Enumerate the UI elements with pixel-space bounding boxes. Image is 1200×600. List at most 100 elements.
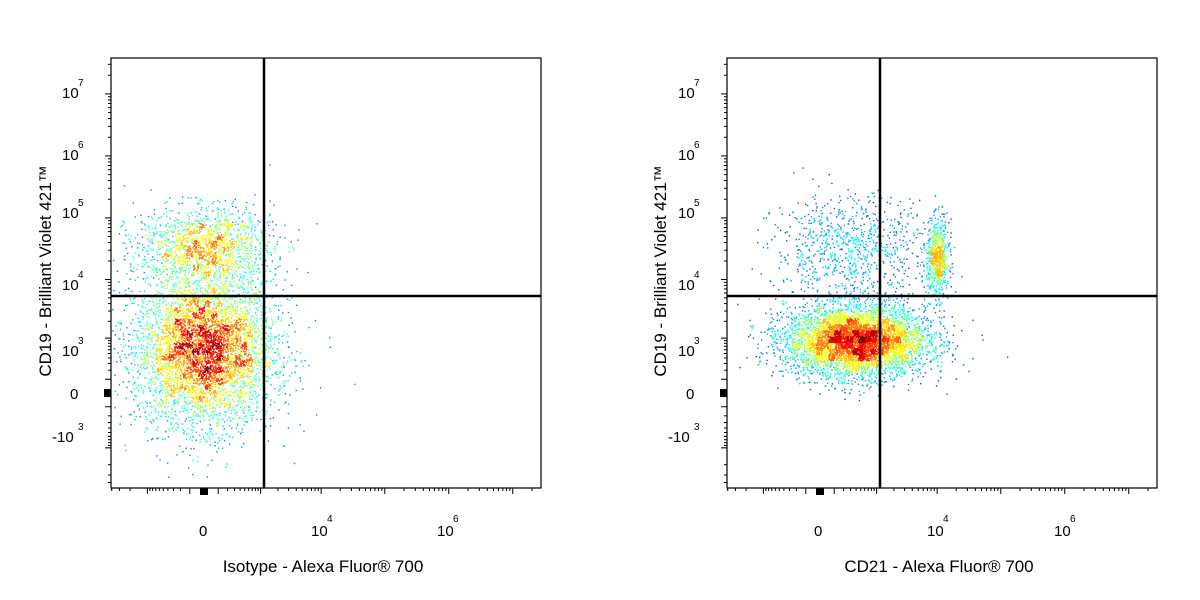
event-dot xyxy=(136,268,138,271)
event-dot xyxy=(183,362,185,364)
event-dot xyxy=(193,380,196,382)
event-dot xyxy=(217,209,220,211)
event-dot xyxy=(244,338,246,341)
event-dot xyxy=(176,334,179,336)
event-dot xyxy=(224,311,226,313)
event-dot xyxy=(206,324,208,326)
event-dot xyxy=(148,328,150,331)
event-dot xyxy=(243,348,245,351)
event-dot xyxy=(152,345,155,347)
event-dot xyxy=(210,309,213,312)
event-dot xyxy=(195,340,198,342)
event-dot xyxy=(237,293,239,296)
event-dot xyxy=(191,385,193,387)
event-dot xyxy=(257,327,260,330)
event-dot xyxy=(156,274,158,277)
event-dot xyxy=(265,280,267,283)
event-dot xyxy=(157,403,159,405)
event-dot xyxy=(253,298,256,300)
event-dot xyxy=(260,242,262,244)
event-dot xyxy=(220,215,223,217)
event-dot xyxy=(236,335,238,337)
event-dot xyxy=(244,250,247,252)
event-dot xyxy=(145,250,147,253)
event-dot xyxy=(229,382,232,385)
event-dot xyxy=(157,414,160,416)
event-dot xyxy=(164,254,167,256)
event-dot xyxy=(146,313,148,315)
event-dot xyxy=(133,395,136,397)
event-dot xyxy=(167,393,169,395)
event-dot xyxy=(249,303,251,305)
event-dot xyxy=(226,292,229,294)
event-dot xyxy=(188,257,190,259)
event-dot xyxy=(282,289,285,291)
event-dot xyxy=(230,353,232,355)
event-dot xyxy=(157,370,159,373)
event-dot xyxy=(230,361,233,363)
event-dot xyxy=(211,325,213,327)
event-dot xyxy=(200,277,203,279)
event-dot xyxy=(235,405,237,407)
event-dot xyxy=(266,380,268,382)
event-dot xyxy=(167,231,170,233)
event-dot xyxy=(246,340,249,342)
event-dot xyxy=(177,256,180,259)
event-dot xyxy=(231,225,233,227)
event-dot xyxy=(250,371,252,374)
event-dot xyxy=(173,396,175,398)
event-dot xyxy=(208,239,210,241)
event-dot xyxy=(188,327,190,329)
event-dot xyxy=(239,298,241,301)
event-dot xyxy=(152,248,154,251)
event-dot xyxy=(126,327,128,329)
event-dot xyxy=(260,231,262,233)
event-dot xyxy=(165,351,167,353)
event-dot xyxy=(229,253,231,255)
event-dot xyxy=(234,323,236,325)
event-dot xyxy=(176,276,178,278)
event-dot xyxy=(255,395,258,397)
event-dot xyxy=(144,306,147,309)
event-dot xyxy=(192,288,194,291)
event-dot xyxy=(162,402,164,405)
event-dot xyxy=(240,286,242,288)
event-dot xyxy=(250,392,252,394)
event-dot xyxy=(118,384,120,386)
event-dot xyxy=(180,340,183,343)
event-dot xyxy=(228,406,231,408)
event-dot xyxy=(269,368,271,370)
event-dot xyxy=(199,251,201,253)
event-dot xyxy=(234,352,236,354)
event-dot xyxy=(218,376,221,379)
event-dot xyxy=(177,238,179,241)
event-dot xyxy=(203,408,205,411)
event-dot xyxy=(215,227,217,230)
event-dot xyxy=(218,419,221,421)
event-dot xyxy=(184,277,186,280)
event-dot xyxy=(294,331,296,333)
event-dot xyxy=(244,255,246,257)
event-dot xyxy=(269,311,272,313)
event-dot xyxy=(213,378,215,381)
event-dot xyxy=(260,352,262,354)
event-dot xyxy=(226,228,229,230)
event-dot xyxy=(177,404,180,406)
event-dot xyxy=(172,427,174,429)
event-dot xyxy=(279,388,281,391)
event-dot xyxy=(190,396,192,399)
event-dot xyxy=(183,315,185,317)
event-dot xyxy=(168,238,170,241)
event-dot xyxy=(227,255,230,257)
event-dot xyxy=(224,217,226,220)
event-dot xyxy=(152,313,155,315)
event-dot xyxy=(157,371,160,374)
event-dot xyxy=(173,335,175,337)
event-dot xyxy=(271,348,274,350)
event-dot xyxy=(260,314,263,316)
event-dot xyxy=(252,265,254,267)
event-dot xyxy=(140,344,142,346)
event-dot xyxy=(254,341,257,343)
event-dot xyxy=(196,396,198,398)
event-dot xyxy=(264,312,267,314)
